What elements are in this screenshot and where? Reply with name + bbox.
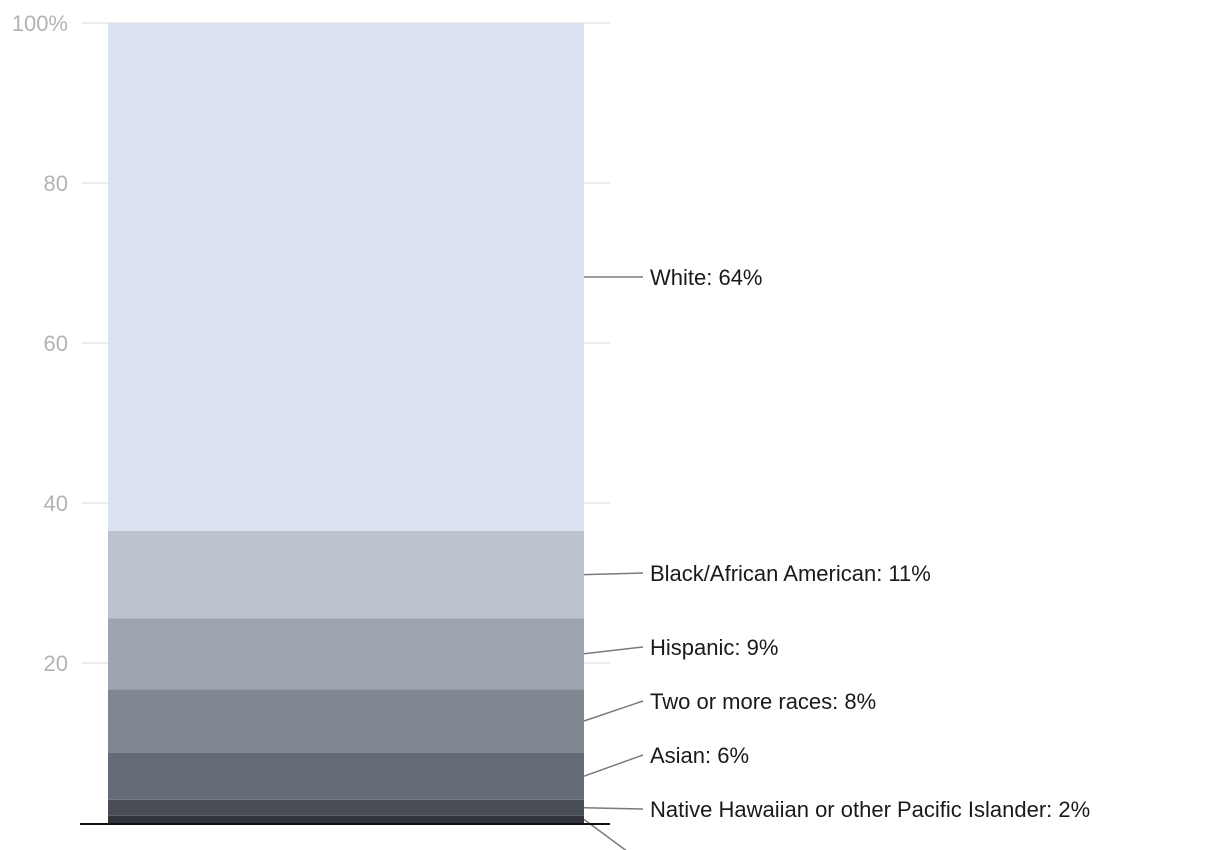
label-leader (583, 807, 644, 810)
segment-label: Native Hawaiian or other Pacific Islande… (650, 797, 1090, 822)
segment-labels: White: 64% Black/African American: 11% His… (650, 265, 1090, 822)
y-tick-label: 20 (44, 651, 68, 676)
label-leader (583, 572, 644, 576)
label-leader (583, 754, 644, 777)
bar-segment (108, 752, 584, 800)
y-tick-label: 100% (12, 11, 68, 36)
bar-segment (108, 689, 584, 753)
bar-segment (108, 23, 584, 531)
bar-segment (108, 531, 584, 619)
y-tick-label: 40 (44, 491, 68, 516)
stacked-bar (108, 23, 584, 823)
y-axis-ticks: 100% 80 60 40 20 (12, 11, 68, 676)
label-leader (583, 700, 644, 722)
label-leaders (583, 276, 644, 850)
bar-segment (108, 799, 584, 816)
segment-label: Two or more races: 8% (650, 689, 876, 714)
y-tick-label: 60 (44, 331, 68, 356)
bar-segment (108, 618, 584, 690)
segment-label: White: 64% (650, 265, 763, 290)
y-tick-label: 80 (44, 171, 68, 196)
label-leader (583, 818, 627, 850)
segment-label: Hispanic: 9% (650, 635, 778, 660)
bar-segment (108, 815, 584, 823)
segment-label: Asian: 6% (650, 743, 749, 768)
label-leader (583, 646, 644, 655)
segment-label: Black/African American: 11% (650, 561, 931, 586)
